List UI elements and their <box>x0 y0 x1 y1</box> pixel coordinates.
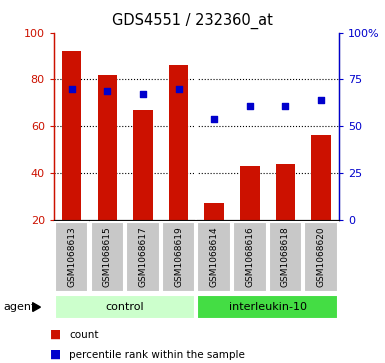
Text: control: control <box>106 302 144 312</box>
Bar <box>162 222 195 292</box>
Bar <box>198 295 338 319</box>
Bar <box>90 222 124 292</box>
Text: count: count <box>69 330 99 340</box>
Bar <box>233 222 266 292</box>
Text: GSM1068615: GSM1068615 <box>103 227 112 287</box>
Text: GSM1068614: GSM1068614 <box>210 227 219 287</box>
Text: GSM1068619: GSM1068619 <box>174 227 183 287</box>
Point <box>211 116 217 122</box>
Text: agent: agent <box>4 302 36 312</box>
Bar <box>276 163 295 220</box>
Point <box>176 86 182 91</box>
Bar <box>126 222 160 292</box>
Bar <box>55 295 195 319</box>
Text: GSM1068617: GSM1068617 <box>139 227 147 287</box>
Point <box>140 91 146 97</box>
Bar <box>304 222 338 292</box>
Text: percentile rank within the sample: percentile rank within the sample <box>69 350 245 360</box>
Bar <box>62 51 82 220</box>
Text: GSM1068620: GSM1068620 <box>316 227 325 287</box>
Text: GSM1068618: GSM1068618 <box>281 227 290 287</box>
Point <box>318 97 324 103</box>
Bar <box>133 110 153 220</box>
Bar <box>240 166 259 220</box>
Bar <box>198 222 231 292</box>
Point <box>69 86 75 91</box>
Bar <box>204 203 224 220</box>
Bar <box>269 222 302 292</box>
Text: GDS4551 / 232360_at: GDS4551 / 232360_at <box>112 13 273 29</box>
Text: ■: ■ <box>50 328 61 341</box>
Bar <box>55 222 89 292</box>
Text: GSM1068613: GSM1068613 <box>67 227 76 287</box>
Bar <box>169 65 188 220</box>
Text: GSM1068616: GSM1068616 <box>245 227 254 287</box>
Point <box>104 88 110 94</box>
Bar <box>97 75 117 220</box>
Point <box>282 103 288 109</box>
Bar <box>311 135 331 220</box>
Text: ■: ■ <box>50 348 61 361</box>
Point <box>247 103 253 109</box>
Text: interleukin-10: interleukin-10 <box>229 302 306 312</box>
Polygon shape <box>33 303 40 311</box>
